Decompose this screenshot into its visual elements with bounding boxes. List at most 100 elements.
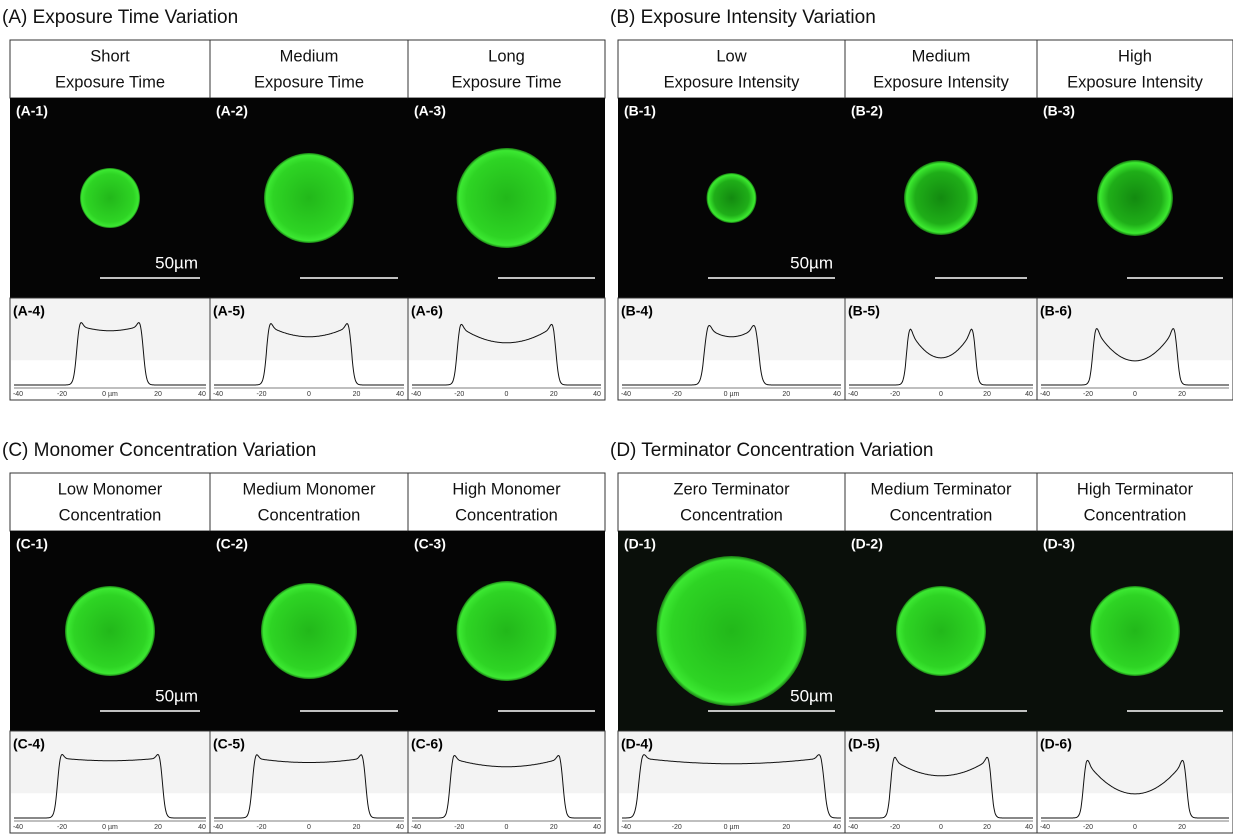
panel-title: (C) Monomer Concentration Variation — [2, 440, 316, 461]
profile-tick: 0 — [1133, 824, 1137, 831]
header-line: Concentration — [890, 506, 993, 524]
profile-tick: 40 — [396, 824, 404, 831]
profile-tick: 20 — [353, 391, 361, 398]
profile-tick: -20 — [1083, 391, 1093, 398]
particle — [657, 556, 807, 706]
profile-tick: 40 — [1025, 824, 1033, 831]
header-line: High Monomer — [452, 480, 561, 498]
header-line: High Terminator — [1077, 480, 1194, 498]
header-line: Concentration — [258, 506, 361, 524]
particle — [707, 173, 757, 223]
header-line: Medium — [280, 47, 339, 65]
profile-tick: -20 — [256, 824, 266, 831]
header-line: Concentration — [455, 506, 558, 524]
profile-tick: -40 — [621, 824, 631, 831]
profile-tick: -20 — [256, 391, 266, 398]
profile-tick: -40 — [411, 391, 421, 398]
header-line: Exposure Intensity — [873, 73, 1009, 91]
profile-tick: -40 — [13, 824, 23, 831]
profile-tick: 20 — [983, 824, 991, 831]
image-label: (D-1) — [624, 536, 656, 552]
profile-tick: 40 — [1025, 391, 1033, 398]
particle — [261, 583, 357, 679]
image-label: (D-3) — [1043, 536, 1075, 552]
scale-bar-label: 50µm — [155, 253, 198, 272]
header-line: Concentration — [1084, 506, 1187, 524]
panel-title: (B) Exposure Intensity Variation — [610, 7, 876, 28]
profile-label: (B-5) — [848, 303, 880, 319]
profile-tick: 40 — [198, 824, 206, 831]
profile-tick: 40 — [593, 391, 601, 398]
particle — [80, 168, 140, 228]
profile-tick: 0 — [1133, 391, 1137, 398]
profile-tick: -40 — [213, 391, 223, 398]
profile-tick: 20 — [1178, 824, 1186, 831]
profile-label: (A-6) — [411, 303, 443, 319]
profile-label: (C-5) — [213, 736, 245, 752]
profile-tick: 20 — [353, 824, 361, 831]
profile-label: (B-4) — [621, 303, 653, 319]
header-line: High — [1118, 47, 1152, 65]
profile-label: (A-4) — [13, 303, 45, 319]
profile-tick: 40 — [396, 391, 404, 398]
profile-tick: 20 — [550, 391, 558, 398]
image-label: (A-2) — [216, 103, 248, 119]
header-line: Concentration — [59, 506, 162, 524]
header-line: Exposure Intensity — [1067, 73, 1203, 91]
profile-tick: 0 — [939, 824, 943, 831]
profile-tick: 0 µm — [102, 391, 118, 398]
profile-tick: -40 — [213, 824, 223, 831]
header-line: Low Monomer — [58, 480, 163, 498]
profile-tick: -20 — [890, 824, 900, 831]
particle — [457, 148, 557, 248]
profile-tick: 20 — [782, 824, 790, 831]
profile-tick: -40 — [621, 391, 631, 398]
profile-tick: -20 — [672, 824, 682, 831]
profile-tick: -40 — [411, 824, 421, 831]
header-line: Exposure Intensity — [664, 73, 800, 91]
profile-tick: 40 — [593, 824, 601, 831]
header-line: Exposure Time — [451, 73, 561, 91]
scale-bar-label: 50µm — [790, 686, 833, 705]
header-line: Medium Monomer — [243, 480, 376, 498]
image-label: (C-1) — [16, 536, 48, 552]
scale-bar-label: 50µm — [155, 686, 198, 705]
profile-label: (D-4) — [621, 736, 653, 752]
profile-tick: 40 — [833, 391, 841, 398]
profile-tick: 0 — [505, 391, 509, 398]
header-line: Medium Terminator — [871, 480, 1012, 498]
profile-tick: -40 — [848, 391, 858, 398]
particle — [1097, 160, 1173, 236]
particle — [904, 161, 978, 235]
profile-tick: 20 — [1178, 391, 1186, 398]
particle — [457, 581, 557, 681]
profile-label: (C-6) — [411, 736, 443, 752]
header-line: Exposure Time — [254, 73, 364, 91]
profile-tick: 40 — [833, 824, 841, 831]
image-label: (C-3) — [414, 536, 446, 552]
profile-tick: -20 — [1083, 824, 1093, 831]
profile-tick: 0 — [505, 824, 509, 831]
profile-label: (C-4) — [13, 736, 45, 752]
profile-label: (D-5) — [848, 736, 880, 752]
particle — [1090, 586, 1180, 676]
image-label: (A-1) — [16, 103, 48, 119]
profile-tick: -40 — [848, 824, 858, 831]
profile-tick: -40 — [1040, 391, 1050, 398]
profile-tick: 0 — [307, 391, 311, 398]
profile-tick: -20 — [57, 824, 67, 831]
profile-label: (D-6) — [1040, 736, 1072, 752]
profile-tick: -40 — [1040, 824, 1050, 831]
figure: (A) Exposure Time VariationShortExposure… — [0, 0, 1233, 835]
profile-tick: 0 µm — [102, 824, 118, 831]
profile-tick: -20 — [57, 391, 67, 398]
profile-tick: -40 — [13, 391, 23, 398]
profile-tick: 0 µm — [724, 391, 740, 398]
image-label: (C-2) — [216, 536, 248, 552]
image-label: (D-2) — [851, 536, 883, 552]
profile-tick: -20 — [454, 824, 464, 831]
header-line: Concentration — [680, 506, 783, 524]
profile-tick: 20 — [983, 391, 991, 398]
image-label: (B-3) — [1043, 103, 1075, 119]
profile-tick: 40 — [198, 391, 206, 398]
